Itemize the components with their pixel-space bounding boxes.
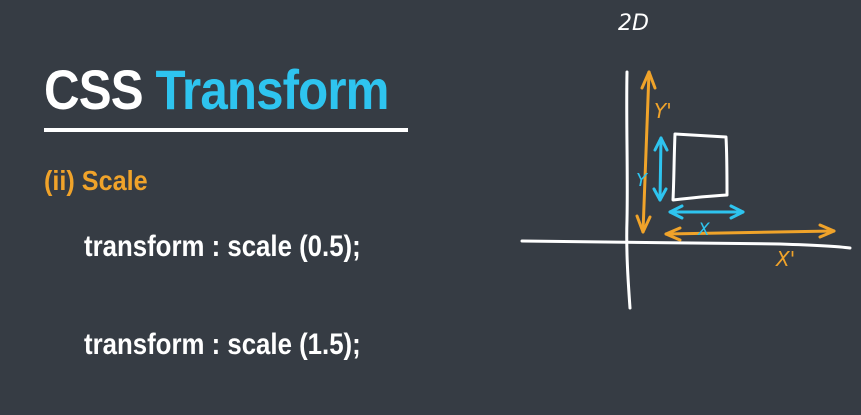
title-css: CSS bbox=[44, 58, 144, 121]
title-underline bbox=[44, 128, 408, 132]
title-transform: Transform bbox=[155, 58, 390, 121]
x-arrowhead-left bbox=[668, 204, 684, 220]
slide-title: CSS Transform bbox=[44, 62, 389, 118]
code-line-scale-down: transform : scale (0.5); bbox=[84, 230, 361, 263]
label-x-prime: X' bbox=[775, 247, 795, 271]
code-line-scale-up: transform : scale (1.5); bbox=[84, 328, 361, 361]
y-prime-arrowhead-bottom bbox=[635, 214, 652, 234]
y-arrowhead-bottom bbox=[652, 187, 668, 202]
x-prime-arrow bbox=[664, 229, 836, 236]
y-arrowhead-top bbox=[653, 136, 669, 152]
x-arrowhead-right bbox=[729, 204, 745, 220]
label-y: Y bbox=[636, 170, 649, 191]
label-y-prime: Y' bbox=[654, 99, 672, 123]
y-axis bbox=[625, 70, 632, 310]
x-prime-arrowhead-right bbox=[818, 223, 836, 239]
diagram-heading: 2D bbox=[618, 11, 649, 36]
x-axis bbox=[520, 239, 852, 250]
original-square bbox=[671, 132, 729, 202]
y-prime-arrow bbox=[641, 70, 651, 234]
y-prime-arrowhead-top bbox=[640, 70, 657, 90]
label-x: X bbox=[697, 220, 710, 240]
section-subtitle: (ii) Scale bbox=[44, 165, 148, 196]
y-arrow bbox=[658, 136, 663, 202]
x-prime-arrowhead-left bbox=[664, 226, 682, 242]
